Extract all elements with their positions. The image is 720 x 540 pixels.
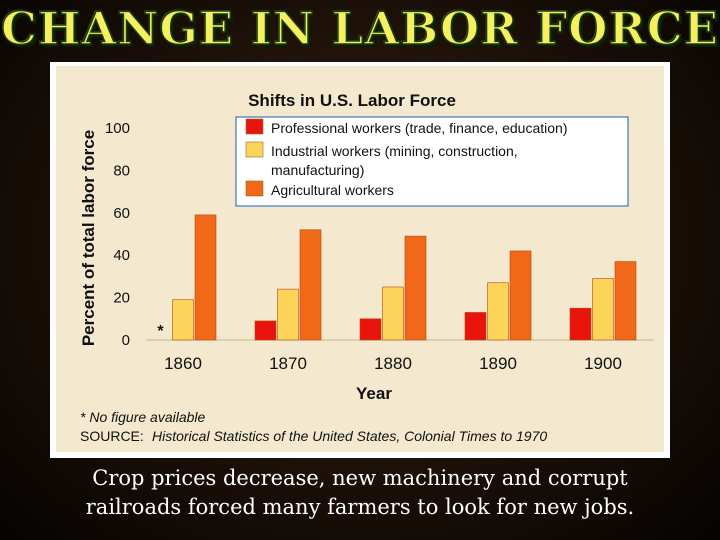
x-tick-label: 1870: [269, 354, 307, 373]
y-tick-label: 80: [113, 162, 130, 179]
slide-title: CHANGE IN LABOR FORCE: [0, 1, 719, 56]
chart-figure: Shifts in U.S. Labor Force Percent of tot…: [50, 62, 670, 458]
legend-label-3: Agricultural workers: [271, 182, 394, 198]
missing-data-marker: *: [157, 323, 164, 340]
bar-1900-3: [614, 261, 637, 341]
x-tick-label: 1880: [374, 354, 412, 373]
bar-1860-2: [172, 299, 194, 341]
y-tick-label: 20: [113, 290, 130, 307]
source-text: Historical Statistics of the United Stat…: [152, 428, 547, 444]
legend-swatch-1: [245, 118, 264, 135]
y-tick-label: 0: [122, 332, 130, 349]
bar-1880-3: [404, 235, 427, 341]
y-tick-label: 100: [105, 120, 130, 137]
slide-caption: Crop prices decrease, new machinery and …: [0, 464, 720, 522]
x-tick-label: 1890: [479, 354, 517, 373]
bar-1890-3: [509, 250, 532, 341]
bar-1870-2: [277, 288, 299, 341]
caption-line-1: Crop prices decrease, new machinery and …: [92, 466, 628, 490]
bar-1860-3: [194, 214, 217, 341]
x-tick-label: 1900: [584, 354, 622, 373]
legend-label-2: Industrial workers (mining, construction…: [271, 143, 518, 159]
source-label: SOURCE:: [80, 428, 144, 444]
legend-box: [235, 116, 629, 207]
legend-label-1: Professional workers (trade, finance, ed…: [271, 120, 567, 136]
bar-1880-2: [382, 286, 404, 341]
bar-1870-1: [254, 320, 277, 341]
bar-1890-2: [487, 282, 509, 341]
x-axis-label: Year: [356, 384, 392, 403]
y-tick-label: 40: [113, 247, 130, 264]
y-axis-label: Percent of total labor force: [79, 130, 98, 346]
bar-chart: Shifts in U.S. Labor Force Percent of tot…: [79, 91, 654, 444]
chart-footnote: * No figure available: [80, 409, 206, 425]
bar-1870-3: [299, 229, 322, 341]
bar-1880-1: [359, 318, 382, 341]
x-tick-label: 1860: [164, 354, 202, 373]
chart-panel: Shifts in U.S. Labor Force Percent of tot…: [56, 66, 664, 452]
bar-1900-2: [592, 278, 614, 341]
bar-1890-1: [464, 312, 487, 341]
legend-swatch-3: [245, 180, 264, 197]
y-tick-label: 60: [113, 205, 130, 222]
legend-swatch-2: [245, 141, 264, 158]
caption-line-2: railroads forced many farmers to look fo…: [85, 495, 635, 519]
bar-1900-1: [569, 307, 592, 341]
chart-title: Shifts in U.S. Labor Force: [248, 91, 456, 110]
legend-label-2: manufacturing): [271, 162, 364, 178]
